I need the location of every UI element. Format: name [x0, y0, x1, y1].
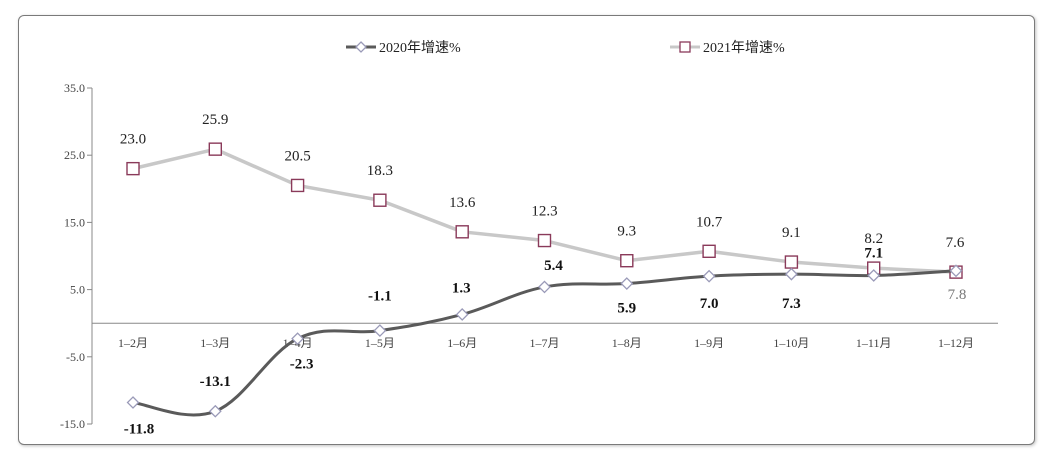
data-point-2020	[455, 308, 469, 321]
data-label-2021: 12.3	[531, 204, 557, 220]
data-labels: 23.0 25.9 20.5 18.3 13.6 12.3 9.3 10.7 9.1 8.2 7.6…	[120, 112, 967, 437]
data-label-2020: -11.8	[124, 421, 154, 437]
x-tick-label: 1–12月	[938, 336, 974, 350]
data-point-2021	[537, 233, 552, 248]
data-point-2020	[702, 269, 716, 283]
y-tick-label: 35.0	[64, 81, 85, 95]
x-tick-label: 1–11月	[856, 336, 892, 350]
data-point-2021	[455, 225, 469, 239]
data-point-2020	[208, 404, 222, 418]
x-tick-label: 1–2月	[118, 336, 148, 350]
legend-item-2021: 2021年增速%	[670, 40, 785, 56]
data-label-2021: 9.1	[782, 225, 801, 241]
data-point-2020	[867, 269, 881, 282]
series-2021	[126, 142, 963, 279]
y-tick-label: -5.0	[66, 350, 85, 364]
data-point-2020	[620, 277, 634, 290]
legend-marker-2020	[355, 41, 367, 53]
series-2020	[126, 264, 963, 418]
data-point-2020	[538, 280, 551, 294]
data-point-2021	[620, 254, 634, 268]
data-point-2021	[784, 255, 799, 269]
y-tick-label: 15.0	[64, 215, 85, 229]
y-tick-label: 5.0	[70, 283, 85, 297]
x-tick-label: 1–8月	[612, 336, 642, 350]
data-label-2020: 1.3	[452, 280, 471, 296]
data-point-2020	[291, 332, 305, 346]
x-tick-label: 1–3月	[200, 336, 230, 350]
x-tick-label: 1–6月	[447, 336, 477, 350]
data-label-2021: 7.6	[946, 235, 965, 251]
data-label-2020: -1.1	[368, 289, 392, 305]
y-tick-label: -15.0	[60, 417, 85, 431]
data-point-2020	[373, 324, 387, 338]
data-point-2021	[702, 244, 716, 258]
x-tick-label: 1–9月	[694, 336, 724, 350]
legend-item-2020: 2020年增速%	[346, 40, 461, 56]
data-label-2021: 13.6	[449, 195, 476, 211]
data-label-2020: 7.0	[700, 296, 719, 312]
x-tick-labels: 1–2月1–3月1–4月1–5月1–6月1–7月1–8月1–9月1–10月1–1…	[118, 336, 974, 350]
data-label-2020: 7.8	[948, 287, 967, 303]
data-label-2020: 7.1	[864, 245, 883, 261]
data-label-2021: 8.2	[864, 231, 883, 247]
data-point-2021	[208, 142, 223, 156]
x-tick-label: 1–7月	[529, 336, 559, 350]
data-point-2020	[949, 264, 963, 278]
data-label-2020: 5.4	[544, 258, 563, 274]
data-label-2021: 23.0	[120, 132, 146, 148]
data-label-2021: 25.9	[202, 112, 228, 128]
data-point-2020	[126, 396, 140, 409]
data-label-2021: 9.3	[617, 224, 636, 240]
data-label-2021: 18.3	[367, 163, 393, 179]
legend-marker-2021	[679, 41, 691, 53]
x-tick-label: 1–10月	[773, 336, 809, 350]
x-tick-label: 1–5月	[365, 336, 395, 350]
data-label-2020: 5.9	[617, 301, 636, 317]
data-label-2020: 7.3	[782, 296, 801, 312]
data-label-2021: 20.5	[284, 148, 310, 164]
data-point-2021	[290, 178, 305, 193]
y-tick-label: 25.0	[64, 148, 85, 162]
data-point-2021	[373, 193, 387, 207]
legend: 2020年增速% 2021年增速%	[346, 40, 785, 56]
data-label-2020: -13.1	[200, 374, 231, 390]
data-label-2020: -2.3	[290, 357, 314, 373]
chart-frame	[18, 15, 1035, 445]
data-point-2021	[126, 161, 140, 176]
y-axis: 35.0 25.0 15.0 5.0 -5.0 -15.0	[60, 81, 93, 431]
legend-label-2021: 2021年增速%	[703, 40, 785, 56]
legend-label-2020: 2020年增速%	[379, 40, 461, 56]
data-point-2020	[784, 267, 798, 281]
data-label-2021: 10.7	[696, 214, 723, 230]
